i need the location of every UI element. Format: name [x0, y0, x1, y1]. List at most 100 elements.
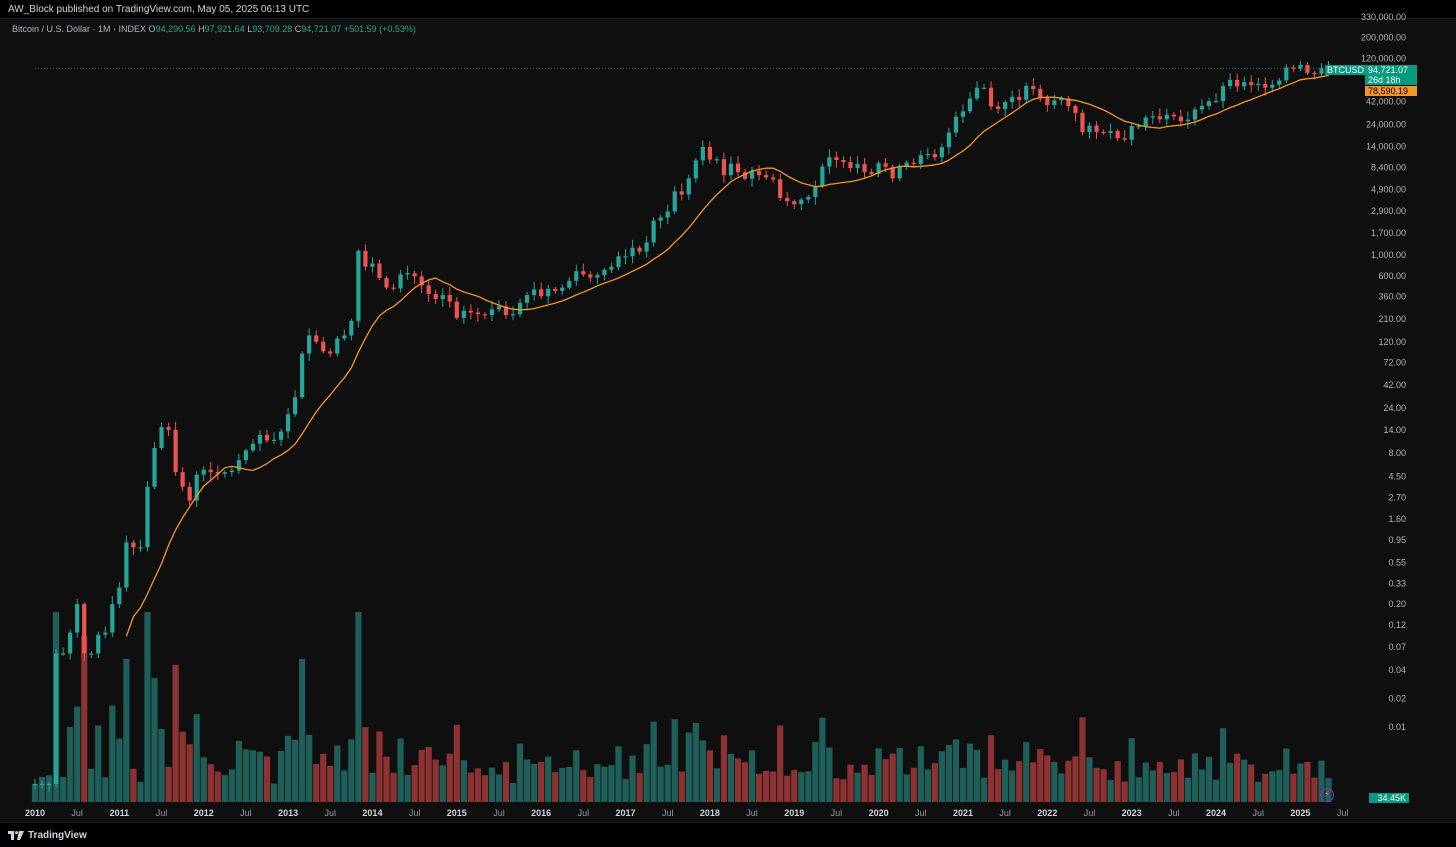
candle-body	[1045, 97, 1050, 106]
volume-bar	[1030, 762, 1037, 802]
candle-body	[243, 450, 248, 461]
volume-bar	[495, 774, 503, 802]
last-price-tag: 94,721.07	[1365, 65, 1417, 75]
x-tick-label: Jul	[240, 808, 252, 818]
candle-body	[222, 472, 227, 474]
volume-bar	[559, 767, 566, 802]
volume-bar	[727, 753, 735, 802]
y-tick-label: 24,000.00	[1366, 119, 1406, 129]
candle-body	[1073, 106, 1078, 113]
candle-body	[707, 146, 712, 160]
volume-bar	[692, 722, 699, 802]
volume-bar	[242, 749, 249, 802]
volume-bar	[791, 770, 798, 802]
y-tick-label: 0.07	[1388, 642, 1406, 652]
candle-body	[700, 146, 705, 161]
y-tick-label: 1,000.00	[1371, 250, 1406, 260]
x-tick-label: Jul	[1337, 808, 1349, 818]
candle-body	[679, 191, 684, 195]
candle-body	[806, 196, 811, 200]
volume-bar	[1016, 761, 1023, 802]
x-tick-label: 2024	[1206, 808, 1226, 818]
change-value: +501.59 (+0.53%)	[343, 24, 416, 34]
candle-body	[278, 431, 284, 440]
candle-body	[1164, 114, 1169, 120]
candle-body	[1038, 89, 1043, 98]
candle-body	[110, 604, 115, 633]
volume-bar	[524, 759, 531, 802]
volume-bar	[664, 764, 671, 802]
volume-bar	[123, 658, 130, 802]
candle-body	[672, 191, 677, 212]
candle-body	[307, 335, 312, 354]
volume-bar	[151, 678, 158, 802]
volume-bar	[1079, 717, 1086, 802]
footer-bar: TradingView	[0, 822, 1456, 847]
y-tick-label: 0.01	[1388, 722, 1406, 732]
volume-bar	[896, 747, 903, 802]
volume-bar	[95, 725, 102, 802]
candle-body	[595, 275, 600, 278]
volume-bar	[460, 760, 467, 802]
candle-body	[567, 280, 572, 288]
candle-body	[1199, 105, 1205, 110]
symbol-legend[interactable]: Bitcoin / U.S. Dollar · 1M · INDEX O94,2…	[12, 24, 416, 34]
close-value: 94,721.07	[301, 24, 342, 34]
volume-bar	[390, 772, 397, 802]
candle-body	[1136, 125, 1141, 128]
candle-body	[1115, 130, 1120, 139]
volume-bar	[903, 774, 910, 802]
y-tick-label: 330,000.00	[1361, 12, 1406, 22]
y-tick-label: 1.60	[1388, 514, 1406, 524]
candle-body	[1319, 68, 1324, 74]
candle-body	[173, 429, 178, 473]
candle-body	[103, 632, 108, 635]
close-label: C	[294, 24, 302, 34]
volume-bar	[1241, 759, 1248, 802]
x-tick-label: 2017	[616, 808, 636, 818]
volume-bar	[741, 762, 749, 802]
volume-bar	[404, 774, 411, 802]
volume-bar	[924, 769, 931, 802]
volume-bar	[1149, 770, 1156, 802]
volume-bar	[418, 749, 425, 802]
candle-body	[588, 274, 593, 278]
tradingview-logo[interactable]: TradingView	[8, 830, 87, 841]
volume-bar	[214, 771, 221, 802]
candle-body	[834, 157, 839, 160]
candle-body	[1220, 86, 1226, 102]
candle-body	[996, 106, 1001, 110]
x-tick-label: 2014	[362, 808, 382, 818]
volume-bar	[320, 753, 327, 802]
open-value: 94,290.56	[155, 24, 196, 34]
candle-body	[82, 604, 87, 654]
candle-body	[756, 170, 762, 176]
candle-body	[778, 179, 783, 198]
candle-body	[461, 310, 466, 318]
volume-bar	[805, 771, 812, 802]
volume-bar	[952, 739, 960, 802]
volume-bar	[868, 774, 875, 802]
volume-bar	[1318, 760, 1325, 802]
volume-bar	[650, 721, 657, 802]
volume-bar	[545, 756, 552, 802]
price-chart[interactable]: 330,000.00200,000.00120,000.0070,000.004…	[0, 0, 1456, 822]
lightning-icon[interactable]: ⚡	[1320, 788, 1334, 802]
volume-bar	[467, 772, 474, 802]
volume-bar	[502, 762, 510, 802]
volume-bar	[798, 772, 805, 802]
candle-body	[194, 474, 199, 501]
volume-bar	[1198, 769, 1206, 802]
volume-bar	[60, 777, 67, 802]
volume-bar	[165, 766, 172, 802]
candle-body	[440, 295, 445, 300]
candle-body	[1003, 102, 1008, 110]
volume-bar	[889, 753, 896, 802]
candle-body	[419, 276, 424, 286]
volume-bar	[299, 659, 306, 802]
volume-bar	[917, 746, 924, 802]
candle-body	[53, 653, 59, 784]
y-tick-label: 42,000.00	[1366, 97, 1406, 107]
volume-bar	[622, 779, 629, 802]
ma-value-tag: 78,590.19	[1365, 86, 1417, 96]
